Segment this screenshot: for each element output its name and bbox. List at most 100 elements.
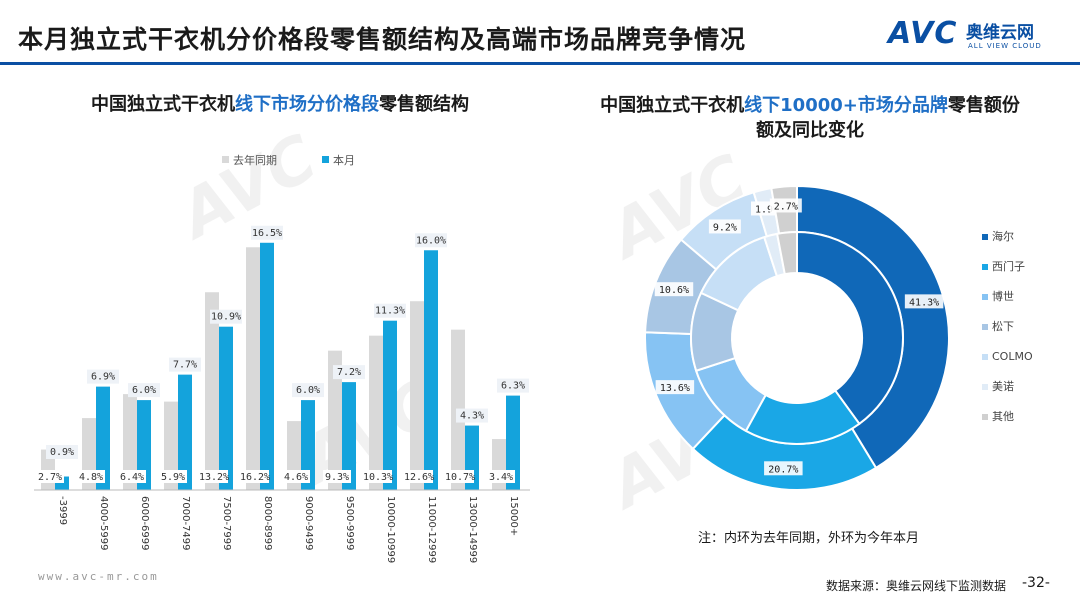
x-tick-label-4: 7500-7999 — [221, 496, 232, 551]
legend-swatch-1 — [322, 156, 329, 163]
bar-current-3 — [178, 374, 192, 490]
data-label-last-year-5: 16.2% — [240, 472, 270, 483]
x-tick-label-6: 9000-9499 — [303, 496, 314, 551]
donut-label-6: 2.7% — [774, 201, 798, 212]
bar-last-year-4 — [205, 292, 219, 490]
legend-swatch-0 — [222, 156, 229, 163]
data-label-bg — [87, 369, 119, 384]
data-label-last-year-11: 3.4% — [489, 472, 513, 483]
data-label-last-year-4: 13.2% — [199, 472, 229, 483]
data-label-current-4: 10.9% — [211, 312, 241, 323]
donut-label-bg — [708, 219, 741, 234]
donut-legend-swatch-2 — [982, 294, 988, 300]
logo-cn-text: 奥维云网 — [966, 23, 1034, 43]
bar-last-year-2 — [123, 394, 137, 490]
bar-current-6 — [301, 400, 315, 490]
data-label-last-year-8: 10.3% — [363, 472, 393, 483]
data-label-bg — [36, 470, 64, 483]
x-tick-label-5: 8000-8999 — [262, 496, 273, 551]
data-label-bg — [169, 357, 201, 372]
data-label-bg — [415, 233, 447, 248]
page-number: -32- — [1022, 575, 1050, 591]
donut-legend-swatch-3 — [982, 324, 988, 330]
donut-label-3: 10.6% — [659, 285, 689, 296]
bar-current-8 — [383, 320, 397, 490]
bar-current-2 — [137, 400, 151, 490]
data-label-bg — [200, 470, 228, 483]
data-label-bg — [118, 470, 146, 483]
data-source: 数据来源：奥维云网线下监测数据 — [826, 579, 1007, 593]
x-tick-label-1: 4000-5999 — [98, 496, 109, 551]
inner-slice-6 — [775, 230, 798, 276]
data-label-bg — [159, 470, 187, 483]
data-label-bg — [487, 470, 515, 483]
bar-current-1 — [96, 386, 110, 490]
bar-title-part-2: 线下市场分价格段 — [235, 94, 379, 115]
bar-current-4 — [219, 326, 233, 490]
donut-legend-label-6: 其他 — [992, 410, 1014, 423]
data-label-bg — [282, 470, 310, 483]
donut-label-0: 41.3% — [909, 297, 939, 308]
donut-title-part-2: 线下10000+市场分品牌 — [744, 95, 948, 116]
bar-last-year-7 — [328, 350, 342, 490]
x-tick-label-8: 10000-10999 — [385, 496, 396, 563]
donut-label-2: 13.6% — [660, 383, 690, 394]
bar-current-11 — [506, 395, 520, 490]
donut-legend-swatch-6 — [982, 414, 988, 420]
bar-last-year-9 — [410, 301, 424, 490]
bar-chart-title: 中国独立式干衣机线下市场分价格段零售额结构 — [40, 92, 520, 117]
data-label-bg — [210, 309, 242, 324]
donut-title-part-1: 中国独立式干衣机 — [600, 95, 745, 116]
donut-legend-swatch-5 — [982, 384, 988, 390]
data-label-bg — [497, 378, 529, 393]
data-label-current-8: 11.3% — [375, 306, 405, 317]
data-label-current-1: 6.9% — [91, 372, 115, 383]
donut-legend-label-0: 海尔 — [992, 229, 1014, 243]
x-tick-label-7: 9500-9999 — [344, 496, 355, 551]
donut-chart-title: 中国独立式干衣机线下10000+市场分品牌零售额份额及同比变化 — [600, 93, 1020, 143]
x-tick-label-0: -3999 — [57, 496, 68, 525]
data-label-last-year-7: 9.3% — [325, 472, 349, 483]
donut-legend-label-5: 美诺 — [992, 380, 1014, 393]
bar-title-part-3: 零售额结构 — [379, 94, 469, 115]
data-label-last-year-3: 5.9% — [161, 472, 185, 483]
x-tick-label-2: 6000-6999 — [139, 496, 150, 551]
data-label-current-0: 0.9% — [50, 447, 74, 458]
data-label-bg — [292, 383, 324, 398]
data-label-bg — [46, 445, 78, 459]
donut-label-bg — [655, 380, 695, 395]
bar-current-9 — [424, 250, 438, 490]
site-url: www.avc-mr.com — [38, 570, 159, 583]
logo-avc-text: AVC — [888, 16, 958, 51]
data-label-current-7: 7.2% — [337, 367, 361, 378]
data-label-bg — [77, 470, 105, 483]
legend-label-1: 本月 — [333, 153, 355, 167]
donut-legend-label-1: 西门子 — [992, 259, 1025, 273]
x-tick-label-3: 7000-7499 — [180, 496, 191, 551]
bar-current-7 — [342, 382, 356, 490]
data-label-current-2: 6.0% — [132, 385, 156, 396]
title-divider — [0, 62, 1080, 65]
data-label-bg — [446, 470, 474, 483]
bar-current-5 — [260, 242, 274, 490]
donut-label-bg — [769, 198, 802, 213]
donut-legend-label-3: 松下 — [992, 319, 1014, 333]
data-label-current-11: 6.3% — [501, 381, 525, 392]
data-label-last-year-9: 12.6% — [404, 472, 434, 483]
donut-legend-swatch-0 — [982, 234, 988, 240]
data-label-current-9: 16.0% — [416, 235, 446, 246]
bar-title-part-1: 中国独立式干衣机 — [91, 94, 235, 115]
data-label-last-year-1: 4.8% — [79, 472, 103, 483]
x-tick-label-11: 15000+ — [508, 496, 519, 536]
donut-legend-label-2: 博世 — [992, 290, 1014, 303]
inner-slice-0 — [796, 230, 904, 426]
x-tick-label-10: 13000-14999 — [467, 496, 478, 563]
data-label-bg — [333, 365, 365, 380]
donut-legend-swatch-4 — [982, 354, 988, 360]
legend-label-0: 去年同期 — [233, 153, 277, 167]
donut-label-bg — [904, 294, 944, 309]
donut-label-5: 1.9% — [755, 204, 779, 215]
data-label-last-year-0: 2.7% — [38, 472, 62, 483]
data-label-current-6: 6.0% — [296, 385, 320, 396]
